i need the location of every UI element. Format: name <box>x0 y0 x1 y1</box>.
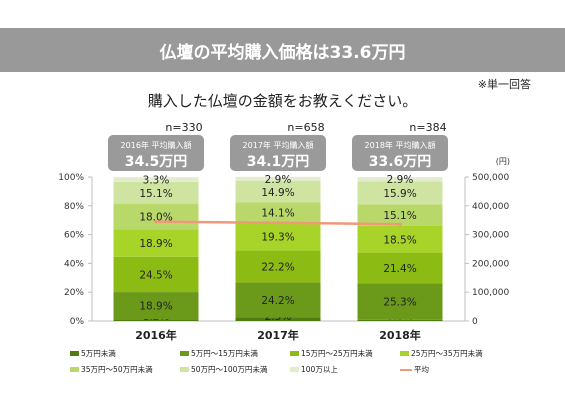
bar-value-label: 2.9% <box>387 174 414 186</box>
legend-label: 25万円～35万円未満 <box>411 349 483 358</box>
y-left-tick-label: 0% <box>70 317 85 327</box>
bar-segment <box>357 181 443 205</box>
bar-segment <box>113 229 199 257</box>
y-right-tick-label: 300,000 <box>472 231 509 241</box>
bar-segment <box>235 282 321 318</box>
legend-swatch <box>70 351 79 356</box>
average-line-point <box>276 220 280 225</box>
legend-item: 平均 <box>400 364 510 375</box>
y-right-tick-label: 500,000 <box>472 173 509 183</box>
bar-segment <box>357 204 443 226</box>
y-left-tick-label: 100% <box>58 173 84 183</box>
legend-swatch <box>180 367 189 372</box>
legend-label: 100万以上 <box>301 365 338 374</box>
bar-value-label: 14.1% <box>261 208 294 220</box>
bar-segment <box>235 202 321 223</box>
bar-segment <box>235 176 321 182</box>
bar-segment <box>113 203 199 230</box>
legend-swatch <box>290 351 299 356</box>
title-banner: 仏壇の平均購入価格は33.6万円 <box>0 28 565 72</box>
bar-segment <box>235 250 321 283</box>
average-badge-value: 33.6万円 <box>369 154 432 170</box>
y-left-tick-label: 20% <box>64 288 84 298</box>
bar-value-label: 3.3% <box>143 175 170 187</box>
survey-question: 購入した仏壇の金額をお教えください。 <box>147 92 418 110</box>
legend-swatch <box>400 351 409 356</box>
sample-size-label: n=384 <box>409 121 446 134</box>
average-line-point <box>398 222 402 227</box>
average-badge-caption: 2017年 平均購入額 <box>243 140 314 150</box>
average-badge-caption: 2016年 平均購入額 <box>121 140 192 150</box>
sample-size-label: n=330 <box>165 121 202 134</box>
bar-segment <box>113 319 199 321</box>
bar-value-label: 18.5% <box>383 234 416 246</box>
bar-value-label: 24.2% <box>261 295 294 307</box>
answer-type-note: ※単一回答 <box>477 78 531 91</box>
bar-segment <box>235 222 321 251</box>
bar-segment <box>113 256 199 293</box>
bar-value-label: 18.9% <box>139 238 172 250</box>
y-left-tick-label: 80% <box>64 202 84 212</box>
average-badge-value: 34.5万円 <box>125 154 188 170</box>
bar-segment <box>357 225 443 253</box>
bar-segment <box>357 177 443 182</box>
bar-value-label: 22.2% <box>261 262 294 274</box>
legend-label: 5万円未満 <box>81 349 116 358</box>
average-badge <box>352 135 448 171</box>
legend-item: 50万円～100万円未満 <box>180 364 290 375</box>
bar-segment <box>113 177 199 182</box>
legend-label: 50万円～100万円未満 <box>191 365 268 374</box>
page-title: 仏壇の平均購入価格は33.6万円 <box>159 42 406 63</box>
bar-segment <box>357 252 443 284</box>
legend-swatch <box>290 367 299 372</box>
x-category-label: 2017年 <box>257 328 299 342</box>
bar-segment <box>357 283 443 320</box>
bar-segment <box>113 181 199 204</box>
y-right-tick-label: 0 <box>472 317 478 327</box>
bar-segment <box>235 181 321 203</box>
legend-item: 5万円未満 <box>70 348 180 359</box>
bar-value-label: 18.9% <box>139 301 172 313</box>
average-badge-caption: 2018年 平均購入額 <box>365 140 436 150</box>
bar-value-label: 2.9% <box>265 174 292 186</box>
legend-item: 100万以上 <box>290 364 400 375</box>
legend-swatch <box>180 351 189 356</box>
average-badge <box>108 135 204 171</box>
bar-value-label: 15.1% <box>139 188 172 200</box>
bar-value-label: 25.3% <box>383 297 416 309</box>
legend-label: 5万円～15万円未満 <box>191 349 258 358</box>
legend-label: 平均 <box>414 365 429 374</box>
bar-segment <box>113 292 199 320</box>
legend-label: 15万円～25万円未満 <box>301 349 373 358</box>
legend-swatch <box>70 367 79 372</box>
bar-value-label: 21.4% <box>383 263 416 275</box>
average-line-point <box>154 219 158 224</box>
y-right-tick-label: 400,000 <box>472 202 509 212</box>
y-right-unit: (円) <box>496 157 510 166</box>
legend-item: 5万円～15万円未満 <box>180 348 290 359</box>
legend-label: 35万円～50万円未満 <box>81 365 153 374</box>
bar-value-label: 15.9% <box>383 188 416 200</box>
bar-segment <box>235 317 321 321</box>
average-badge-value: 34.1万円 <box>247 154 310 170</box>
y-left-tick-label: 60% <box>64 231 84 241</box>
legend-item: 25万円～35万円未満 <box>400 348 510 359</box>
average-badge <box>230 135 326 171</box>
chart-legend: 5万円未満 5万円～15万円未満 15万円～25万円未満 25万円～35万円未満 35万… <box>70 348 540 375</box>
bar-value-label: 24.5% <box>139 269 172 281</box>
legend-item: 35万円～50万円未満 <box>70 364 180 375</box>
bar-segment <box>357 319 443 321</box>
y-right-tick-label: 200,000 <box>472 259 509 269</box>
legend-line-swatch <box>400 368 412 371</box>
y-right-tick-label: 100,000 <box>472 288 509 298</box>
bar-value-label: 14.9% <box>261 187 294 199</box>
x-category-label: 2016年 <box>135 328 177 342</box>
bar-value-label: 19.3% <box>261 232 294 244</box>
x-category-label: 2018年 <box>379 328 421 342</box>
bar-value-label: 15.1% <box>383 210 416 222</box>
y-left-tick-label: 40% <box>64 259 84 269</box>
sample-size-label: n=658 <box>287 121 324 134</box>
legend-item: 15万円～25万円未満 <box>290 348 400 359</box>
